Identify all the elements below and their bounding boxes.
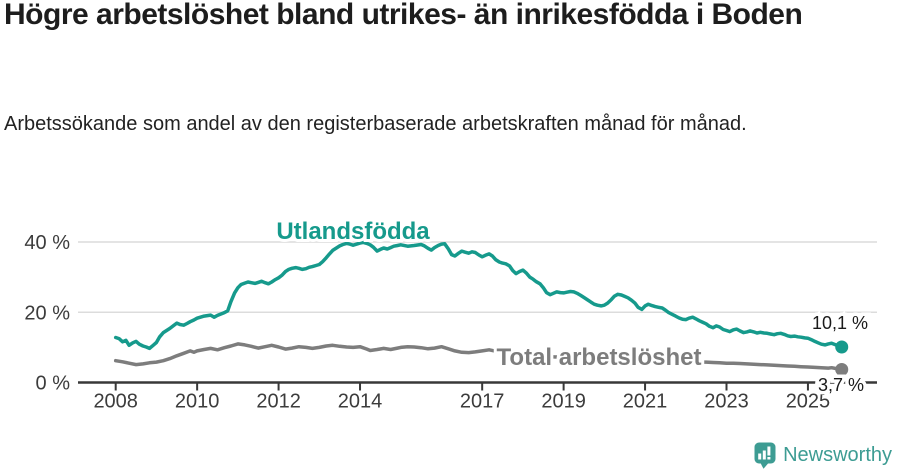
series-end-dot <box>835 363 849 377</box>
series-end-value: 10,1 % <box>812 313 868 333</box>
x-tick-label: 2014 <box>338 391 383 413</box>
x-tick-label: 2019 <box>541 391 586 413</box>
newsworthy-logo-text: Newsworthy <box>783 444 892 466</box>
chart-canvas: 0 % 20 % 40 % 2008 2010 2012 2014 2017 2019 2021… <box>24 215 877 413</box>
series-line-total <box>113 342 844 372</box>
bar-chart-speech-bubble-icon <box>754 442 776 469</box>
chart-subtitle: Arbetssökande som andel av den registerb… <box>4 113 747 135</box>
x-tick-label: 2023 <box>704 391 749 413</box>
x-tick-label: 2017 <box>460 391 505 413</box>
x-tick-label: 2012 <box>256 391 301 413</box>
x-axis-labels: 2008 2010 2012 2014 2017 2019 2021 2023 2025 <box>93 391 830 413</box>
y-tick-label: 0 % <box>36 373 71 395</box>
series-line-utlandsfodda <box>113 240 844 351</box>
x-tick-label: 2025 <box>786 391 831 413</box>
line-chart: 0 % 20 % 40 % 2008 2010 2012 2014 2017 2019 2021… <box>0 190 900 442</box>
series-label: Utlandsfödda <box>276 218 430 245</box>
x-tick-label: 2010 <box>175 391 220 413</box>
page-title: Högre arbetslöshet bland utrikes- än inr… <box>4 0 803 31</box>
x-tick-label: 2008 <box>93 391 138 413</box>
series-end-dot <box>835 340 849 354</box>
newsworthy-logo: Newsworthy <box>754 442 892 469</box>
data-lines <box>113 240 844 372</box>
y-axis-labels: 0 % 20 % 40 % <box>24 232 70 395</box>
series-end-value: 3,7 % <box>818 375 864 395</box>
y-tick-label: 40 % <box>24 232 70 254</box>
series-labels-and-values: Utlandsfödda 10,1 % Total arbetslöshet 3,7 … <box>273 215 871 399</box>
series-label: Total arbetslöshet <box>497 344 702 371</box>
x-tick-label: 2021 <box>623 391 668 413</box>
y-tick-label: 20 % <box>24 302 70 324</box>
x-axis <box>78 381 877 391</box>
gridlines <box>78 241 877 313</box>
